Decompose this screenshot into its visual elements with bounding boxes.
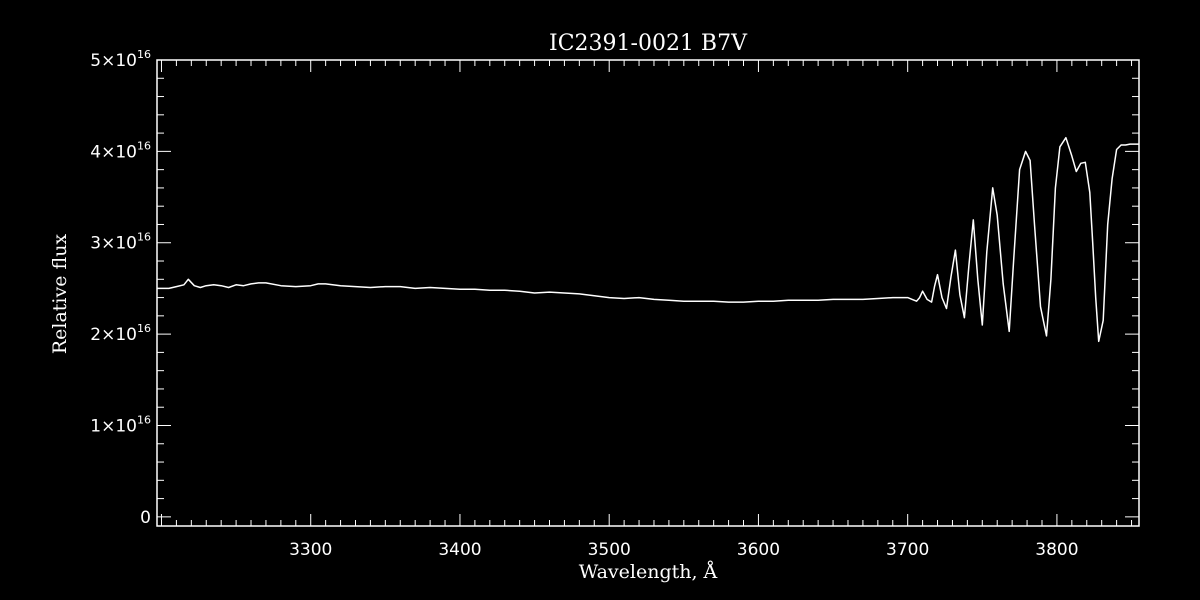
x-tick-label: 3600 — [737, 540, 780, 560]
y-tick-label: 0 — [140, 508, 151, 528]
x-axis-label: Wavelength, Å — [579, 561, 718, 583]
y-axis-label: Relative flux — [49, 234, 71, 355]
x-tick-label: 3700 — [886, 540, 929, 560]
y-tick-label: 1×1016 — [90, 413, 151, 436]
y-tick-label: 5×1016 — [90, 48, 151, 71]
x-tick-label: 3300 — [289, 540, 332, 560]
chart-title: IC2391-0021 B7V — [549, 31, 748, 56]
y-tick-label: 2×1016 — [90, 322, 151, 345]
x-tick-label: 3400 — [438, 540, 481, 560]
x-tick-label: 3800 — [1035, 540, 1078, 560]
x-tick-label: 3500 — [588, 540, 631, 560]
plot-frame — [156, 59, 1140, 527]
y-tick-label: 4×1016 — [90, 139, 151, 162]
axis-ticks — [157, 59, 1139, 526]
tick-labels: 3300 3400 3500 3600 3700 3800 0 1×1016 2×1016 3×1… — [90, 48, 1078, 560]
spectrum-series-line — [157, 136, 1139, 343]
y-tick-label: 3×1016 — [90, 231, 151, 254]
